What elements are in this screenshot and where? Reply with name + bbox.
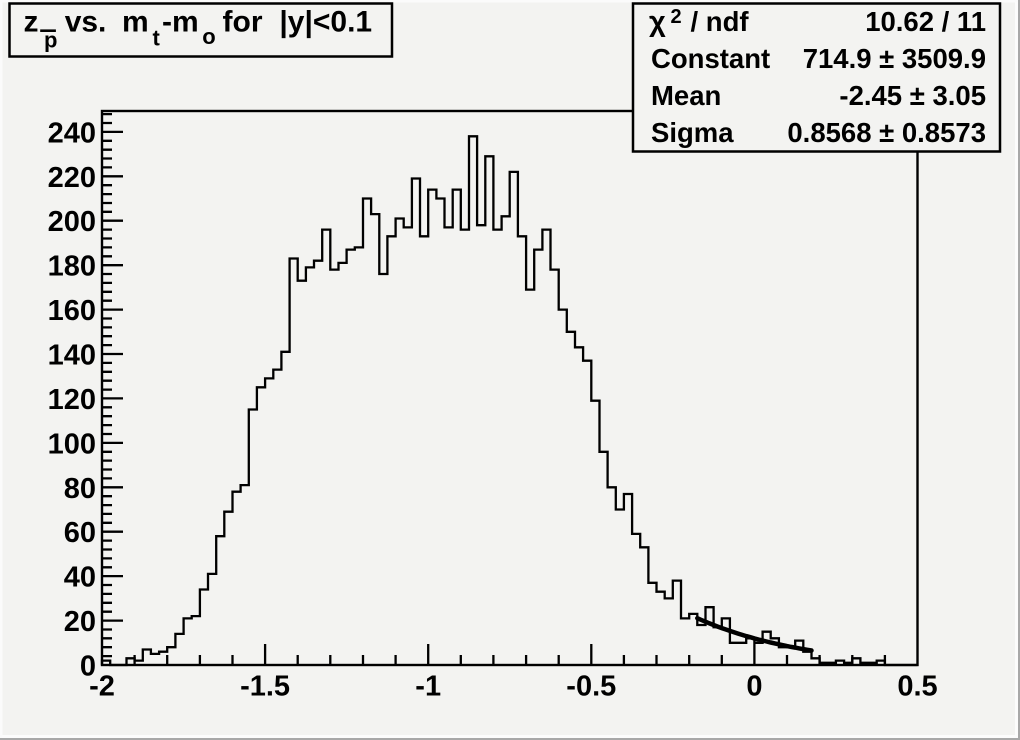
- svg-text:t: t: [153, 25, 161, 50]
- svg-text:o: o: [202, 24, 215, 49]
- svg-text:10.62 / 11: 10.62 / 11: [865, 6, 986, 37]
- svg-text:0.5: 0.5: [897, 671, 937, 703]
- svg-text:-1: -1: [415, 671, 441, 703]
- svg-text:|y|<0.1: |y|<0.1: [279, 5, 372, 38]
- svg-text:0: 0: [80, 651, 96, 683]
- svg-text:714.9 ± 3509.9: 714.9 ± 3509.9: [803, 43, 986, 74]
- svg-text:/ ndf: / ndf: [691, 6, 750, 37]
- svg-text:220: 220: [48, 162, 96, 194]
- svg-text:p: p: [44, 27, 57, 52]
- svg-text:20: 20: [64, 606, 96, 638]
- svg-text:160: 160: [48, 295, 96, 327]
- svg-text:-2: -2: [89, 671, 115, 703]
- svg-text:0.8568 ± 0.8573: 0.8568 ± 0.8573: [787, 117, 986, 148]
- svg-text:-m: -m: [162, 5, 199, 38]
- svg-text:Sigma: Sigma: [651, 117, 734, 148]
- svg-text:80: 80: [64, 473, 96, 505]
- svg-text:2: 2: [671, 6, 682, 28]
- svg-text:0: 0: [746, 671, 762, 703]
- svg-text:-0.5: -0.5: [566, 671, 616, 703]
- svg-text:200: 200: [48, 206, 96, 238]
- svg-text:-1.5: -1.5: [240, 671, 290, 703]
- svg-text:-2.45 ± 3.05: -2.45 ± 3.05: [839, 80, 986, 111]
- svg-text:240: 240: [48, 117, 96, 149]
- svg-text:m: m: [122, 5, 149, 38]
- svg-text:180: 180: [48, 251, 96, 283]
- svg-text:60: 60: [64, 517, 96, 549]
- svg-text:100: 100: [48, 428, 96, 460]
- svg-text:Mean: Mean: [651, 80, 721, 111]
- svg-text:vs.: vs.: [65, 5, 107, 38]
- svg-text:for: for: [223, 5, 263, 38]
- svg-text:140: 140: [48, 340, 96, 372]
- svg-text:Constant: Constant: [651, 43, 770, 74]
- svg-text:120: 120: [48, 384, 96, 416]
- svg-text:χ: χ: [649, 6, 666, 38]
- svg-text:40: 40: [64, 562, 96, 594]
- svg-text:z: z: [24, 5, 39, 38]
